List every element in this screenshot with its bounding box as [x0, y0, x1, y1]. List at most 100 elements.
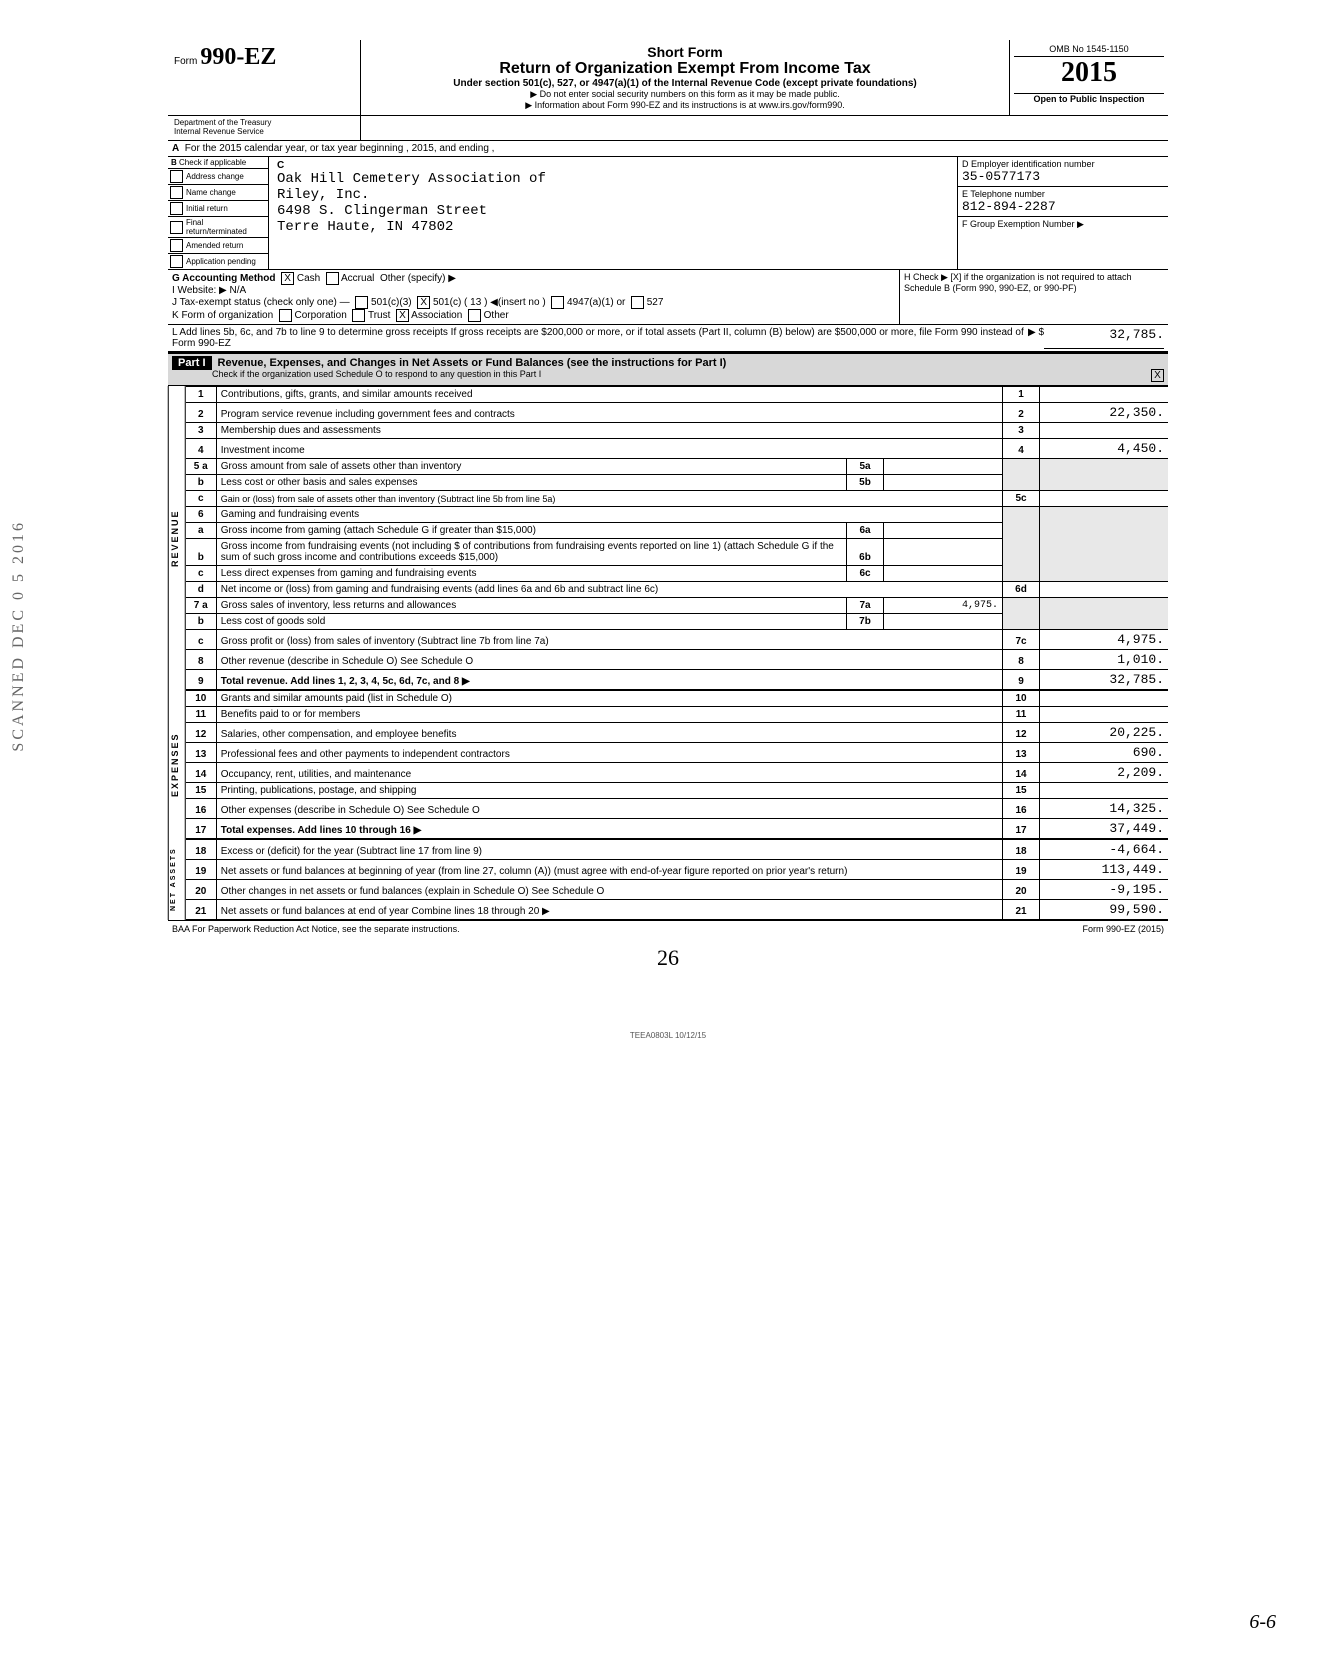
line-8: 8Other revenue (describe in Schedule O) …	[186, 650, 1168, 670]
chk-name-change[interactable]: Name change	[168, 184, 268, 200]
line-9: 9Total revenue. Add lines 1, 2, 3, 4, 5c…	[186, 670, 1168, 690]
row-l-amount: 32,785.	[1044, 327, 1164, 349]
chk-assoc[interactable]: X	[396, 309, 409, 322]
line-5c: cGain or (loss) from sale of assets othe…	[186, 491, 1168, 507]
chk-final-return[interactable]: Final return/terminated	[168, 216, 268, 237]
row-h: H Check ▶ [X] if the organization is not…	[899, 270, 1168, 324]
col-b-header: Check if applicable	[179, 158, 246, 167]
chk-schedule-o[interactable]: X	[1151, 369, 1164, 382]
corner-note: 6-6	[1249, 1611, 1276, 1634]
software-code: TEEA0803L 10/12/15	[168, 1031, 1168, 1040]
form-label: Form	[174, 56, 197, 67]
expenses-table: 10Grants and similar amounts paid (list …	[186, 690, 1168, 839]
line-18: 18Excess or (deficit) for the year (Subt…	[186, 840, 1168, 860]
row-a-text: For the 2015 calendar year, or tax year …	[185, 143, 495, 154]
revenue-section: REVENUE 1Contributions, gifts, grants, a…	[168, 386, 1168, 690]
row-a-calendar-year: A For the 2015 calendar year, or tax yea…	[168, 141, 1168, 157]
chk-501c3[interactable]	[355, 296, 368, 309]
row-ghijk: G Accounting Method X Cash Accrual Other…	[168, 270, 1168, 325]
form-page: Form 990-EZ Short Form Return of Organiz…	[168, 40, 1168, 1040]
col-c-name-address: C Oak Hill Cemetery Association of Riley…	[269, 157, 958, 269]
line-1: 1Contributions, gifts, grants, and simil…	[186, 387, 1168, 403]
chk-527[interactable]	[631, 296, 644, 309]
subtitle-2a: ▶ Do not enter social security numbers o…	[369, 89, 1001, 100]
phone-value: 812-894-2287	[962, 199, 1056, 214]
line-6d: dNet income or (loss) from gaming and fu…	[186, 582, 1168, 598]
expenses-section: EXPENSES 10Grants and similar amounts pa…	[168, 690, 1168, 839]
d-label: D Employer identification number	[962, 159, 1095, 169]
subtitle-1: Under section 501(c), 527, or 4947(a)(1)…	[369, 78, 1001, 89]
chk-trust[interactable]	[352, 309, 365, 322]
chk-corp[interactable]	[279, 309, 292, 322]
ein-value: 35-0577173	[962, 169, 1040, 184]
chk-4947[interactable]	[551, 296, 564, 309]
e-label: E Telephone number	[962, 189, 1045, 199]
line-5a: 5 aGross amount from sale of assets othe…	[186, 459, 1168, 475]
scanned-stamp: SCANNED DEC 0 5 2016	[10, 520, 28, 752]
chk-cash[interactable]: X	[281, 272, 294, 285]
row-k: K Form of organization Corporation Trust…	[172, 309, 895, 322]
form-number: 990-EZ	[200, 44, 276, 70]
line-11: 11Benefits paid to or for members11	[186, 707, 1168, 723]
line-2: 2Program service revenue including gover…	[186, 403, 1168, 423]
line-21: 21Net assets or fund balances at end of …	[186, 900, 1168, 920]
chk-amended-return[interactable]: Amended return	[168, 237, 268, 253]
subtitle-2b: ▶ Information about Form 990-EZ and its …	[369, 100, 1001, 111]
netassets-side-label: NET ASSETS	[168, 839, 186, 920]
footer-baa: BAA For Paperwork Reduction Act Notice, …	[172, 924, 460, 934]
line-4: 4Investment income44,450.	[186, 439, 1168, 459]
chk-application-pending[interactable]: Application pending	[168, 253, 268, 269]
omb-number: OMB No 1545-1150	[1014, 44, 1164, 57]
org-street: 6498 S. Clingerman Street	[277, 203, 949, 219]
page-number: 26	[168, 945, 1168, 971]
col-c-label: C	[277, 160, 284, 171]
line-14: 14Occupancy, rent, utilities, and mainte…	[186, 763, 1168, 783]
footer: BAA For Paperwork Reduction Act Notice, …	[168, 920, 1168, 937]
header-row: Form 990-EZ Short Form Return of Organiz…	[168, 40, 1168, 116]
part-1-header: Part I Revenue, Expenses, and Changes in …	[168, 353, 1168, 386]
chk-501c[interactable]: X	[417, 296, 430, 309]
title-box: Short Form Return of Organization Exempt…	[361, 40, 1010, 115]
chk-address-change[interactable]: Address change	[168, 168, 268, 184]
line-19: 19Net assets or fund balances at beginni…	[186, 860, 1168, 880]
line-6: 6Gaming and fundraising events	[186, 507, 1168, 523]
revenue-table: 1Contributions, gifts, grants, and simil…	[186, 386, 1168, 690]
expenses-side-label: EXPENSES	[168, 690, 186, 839]
footer-formref: Form 990-EZ (2015)	[1082, 924, 1164, 934]
row-g: G Accounting Method X Cash Accrual Other…	[172, 272, 895, 285]
tax-year: 2015	[1014, 57, 1164, 89]
line-12: 12Salaries, other compensation, and empl…	[186, 723, 1168, 743]
row-l: L Add lines 5b, 6c, and 7b to line 9 to …	[168, 325, 1168, 353]
revenue-side-label: REVENUE	[168, 386, 186, 690]
line-16: 16Other expenses (describe in Schedule O…	[186, 799, 1168, 819]
line-13: 13Professional fees and other payments t…	[186, 743, 1168, 763]
netassets-section: NET ASSETS 18Excess or (deficit) for the…	[168, 839, 1168, 920]
org-name-2: Riley, Inc.	[277, 187, 949, 203]
year-box: OMB No 1545-1150 2015 Open to Public Ins…	[1010, 40, 1168, 115]
block-bcd: B Check if applicable Address change Nam…	[168, 157, 1168, 270]
open-inspection: Open to Public Inspection	[1014, 93, 1164, 104]
chk-accrual[interactable]	[326, 272, 339, 285]
part-1-tag: Part I	[172, 356, 212, 370]
line-3: 3Membership dues and assessments3	[186, 423, 1168, 439]
line-15: 15Printing, publications, postage, and s…	[186, 783, 1168, 799]
line-7c: cGross profit or (loss) from sales of in…	[186, 630, 1168, 650]
line-7a: 7 aGross sales of inventory, less return…	[186, 598, 1168, 614]
row-j: J Tax-exempt status (check only one) — 5…	[172, 296, 895, 309]
netassets-table: 18Excess or (deficit) for the year (Subt…	[186, 839, 1168, 920]
f-label: F Group Exemption Number ▶	[962, 219, 1084, 229]
main-title: Return of Organization Exempt From Incom…	[369, 60, 1001, 78]
col-d-ein: D Employer identification number35-05771…	[958, 157, 1168, 269]
line-10: 10Grants and similar amounts paid (list …	[186, 691, 1168, 707]
line-17: 17Total expenses. Add lines 10 through 1…	[186, 819, 1168, 839]
dept-row: Department of the Treasury Internal Reve…	[168, 116, 1168, 141]
row-i: I Website: ▶ N/A	[172, 285, 895, 296]
chk-other[interactable]	[468, 309, 481, 322]
part-1-note: Check if the organization used Schedule …	[212, 369, 541, 382]
chk-initial-return[interactable]: Initial return	[168, 200, 268, 216]
short-form: Short Form	[369, 44, 1001, 60]
row-l-text: L Add lines 5b, 6c, and 7b to line 9 to …	[172, 327, 1024, 349]
part-1-title: Revenue, Expenses, and Changes in Net As…	[218, 357, 727, 369]
line-20: 20Other changes in net assets or fund ba…	[186, 880, 1168, 900]
org-city-state: Terre Haute, IN 47802	[277, 219, 949, 235]
